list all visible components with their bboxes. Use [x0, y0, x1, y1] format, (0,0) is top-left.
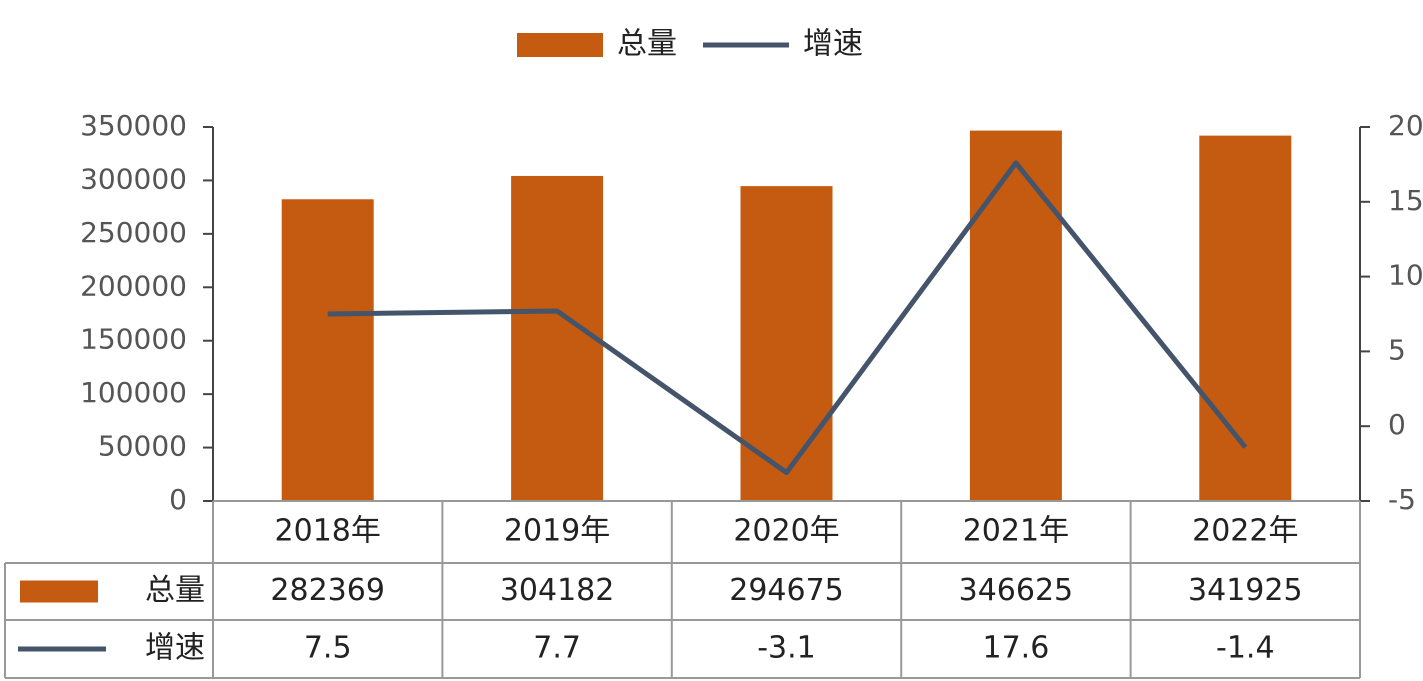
table-cell: 304182: [500, 573, 615, 608]
y2-tick-label: 10: [1388, 259, 1423, 292]
table-row-label: 增速: [145, 631, 205, 666]
bar: [740, 186, 833, 501]
y2-tick-label: 15: [1388, 184, 1423, 217]
y-tick-label: 200000: [80, 269, 187, 302]
legend-label: 增速: [803, 27, 863, 62]
y-tick-label: 0: [169, 483, 187, 516]
table-cell: 341925: [1188, 573, 1303, 608]
table-cell: -1.4: [1216, 631, 1275, 666]
legend-label: 总量: [617, 27, 677, 62]
table-cell: -3.1: [757, 631, 816, 666]
y2-tick-label: 0: [1388, 408, 1406, 441]
table-cell: 17.6: [983, 631, 1050, 666]
y-tick-label: 250000: [80, 216, 187, 249]
y-tick-label: 50000: [98, 430, 187, 463]
table-swatch: [20, 580, 98, 603]
table-row-label: 总量: [145, 573, 205, 608]
bar: [281, 199, 374, 501]
bar: [1199, 135, 1292, 501]
bar: [511, 175, 604, 501]
legend-swatch: [517, 33, 603, 57]
table-header: 2019年: [504, 514, 610, 549]
table-header: 2018年: [275, 514, 381, 549]
table-header: 2021年: [963, 514, 1069, 549]
y-tick-label: 300000: [80, 162, 187, 195]
table-cell: 282369: [270, 573, 385, 608]
line: [327, 160, 1248, 476]
y-tick-label: 150000: [80, 323, 187, 356]
table-cell: 7.7: [533, 631, 581, 666]
table-header: 2022年: [1192, 514, 1298, 549]
y-tick-label: 350000: [80, 109, 187, 142]
y2-tick-label: 5: [1388, 333, 1406, 366]
table-cell: 7.5: [304, 631, 352, 666]
table-cell: 294675: [729, 573, 844, 608]
table-header: 2020年: [733, 514, 839, 549]
bar: [969, 130, 1062, 501]
y2-tick-label: 20: [1388, 109, 1423, 142]
table-cell: 346625: [959, 573, 1074, 608]
y2-tick-label: -5: [1388, 483, 1416, 516]
y-tick-label: 100000: [80, 376, 187, 409]
